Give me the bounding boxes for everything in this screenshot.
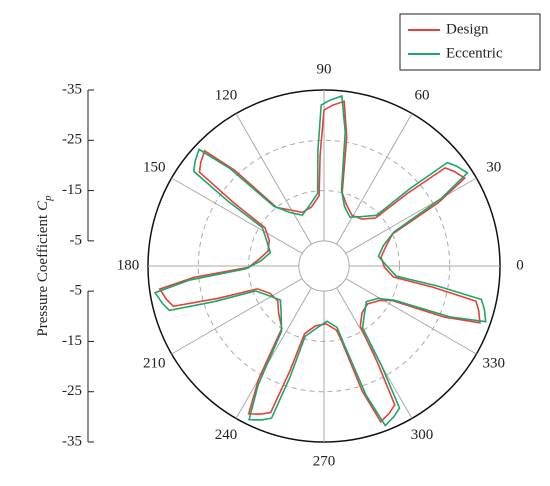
angle-tick-label: 0 xyxy=(516,257,524,273)
radial-tick-label: -5 xyxy=(70,283,83,299)
angle-tick-label: 300 xyxy=(411,427,434,443)
grid-circle xyxy=(298,240,350,292)
grid-line xyxy=(345,177,477,254)
radial-tick-label: -15 xyxy=(62,333,82,349)
grid-line xyxy=(336,287,413,419)
legend-box xyxy=(399,13,541,71)
angle-tick-label: 180 xyxy=(117,257,140,273)
angle-tick-label: 30 xyxy=(486,159,501,175)
angle-tick-label: 60 xyxy=(415,88,430,104)
radial-tick-label: -35 xyxy=(62,433,82,449)
series-line xyxy=(153,94,487,427)
series-line xyxy=(158,100,481,424)
axis-label: Pressure Coefficient Cp xyxy=(35,195,53,337)
angle-tick-label: 90 xyxy=(317,61,332,77)
radial-tick-label: -25 xyxy=(62,132,82,148)
radial-tick-label: -25 xyxy=(62,383,82,399)
axis-label-symbol: C xyxy=(35,200,51,211)
grid-line xyxy=(171,278,303,355)
radial-tick-label: -15 xyxy=(62,182,82,198)
grid-line xyxy=(235,287,312,419)
grid-line xyxy=(235,113,312,245)
grid-line xyxy=(171,177,303,254)
axis-label-subscript: p xyxy=(42,195,54,202)
angle-tick-label: 270 xyxy=(313,453,336,469)
legend-label: Eccentric xyxy=(446,45,503,61)
angle-tick-label: 150 xyxy=(143,159,166,175)
radial-tick-label: -35 xyxy=(62,81,82,97)
angle-tick-label: 120 xyxy=(215,88,238,104)
angle-tick-label: 240 xyxy=(215,427,238,443)
axis-label-text: Pressure Coefficient xyxy=(35,214,51,337)
angle-tick-label: 330 xyxy=(482,355,505,371)
grid-line xyxy=(336,113,413,245)
radial-tick-label: -5 xyxy=(70,232,83,248)
legend-label: Design xyxy=(446,21,489,37)
grid-line xyxy=(345,278,477,355)
angle-tick-label: 210 xyxy=(143,355,166,371)
